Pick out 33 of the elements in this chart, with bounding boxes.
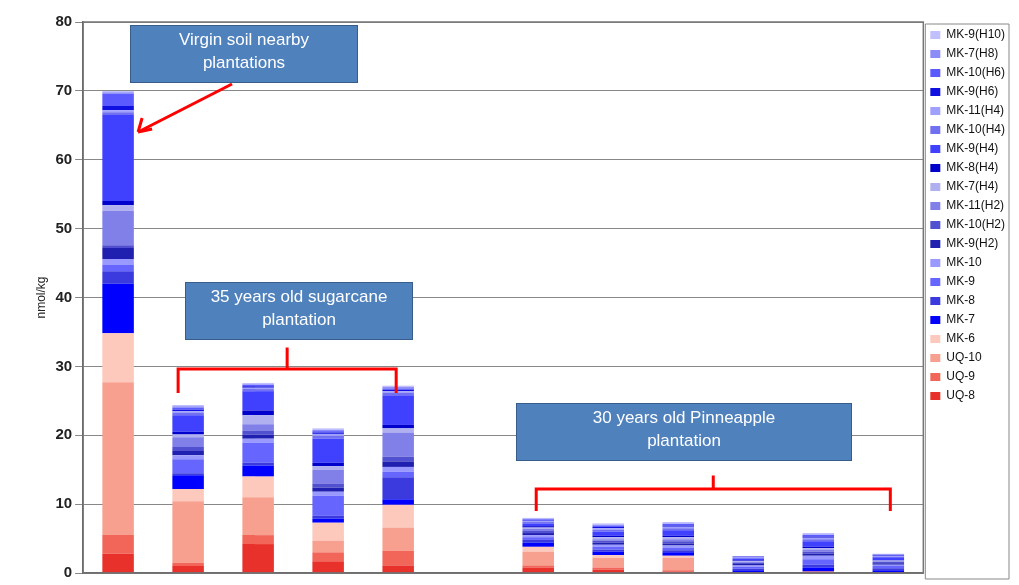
y-tick-label: 60 [55,149,73,167]
y-tick-label: 0 [63,563,73,581]
legend-label: MK-9(H10) [946,27,1006,42]
legend-label: MK-6 [946,331,976,346]
y-tick-label: 50 [55,218,73,236]
y-tick-label: 30 [55,356,73,374]
y-tick-label: 80 [55,12,73,30]
legend-label: MK-10(H2) [946,217,1006,232]
legend-label: MK-7(H8) [946,46,999,61]
legend-label: MK-7(H4) [946,179,999,194]
y-tick-label: 70 [55,81,73,99]
legend-label: MK-9(H4) [946,141,999,156]
y-tick-label: 40 [55,287,73,305]
annotation: 35 years old sugarcane plantation [209,286,389,331]
legend-label: MK-9(H2) [946,236,999,251]
legend-label: MK-9 [946,274,976,289]
legend-label: MK-9(H6) [946,84,999,99]
legend-label: MK-7 [946,312,976,327]
legend-label: UQ-8 [946,388,976,403]
y-axis-title: nmol/kg [33,276,48,319]
legend-label: UQ-9 [946,369,976,384]
legend-label: MK-8 [946,293,976,308]
legend-label: MK-10(H6) [946,65,1006,80]
legend-label: MK-8(H4) [946,160,999,175]
y-tick-label: 10 [55,494,73,512]
legend-label: MK-10 [946,255,982,270]
legend-label: UQ-10 [946,350,982,365]
legend-label: MK-10(H4) [946,122,1006,137]
y-tick-label: 20 [55,425,73,443]
annotation: Virgin soil nearby plantations [177,29,311,74]
legend-label: MK-11(H4) [946,103,1005,118]
annotation: 30 years old Pinneapple plantation [591,407,777,452]
legend-label: MK-11(H2) [946,198,1005,213]
